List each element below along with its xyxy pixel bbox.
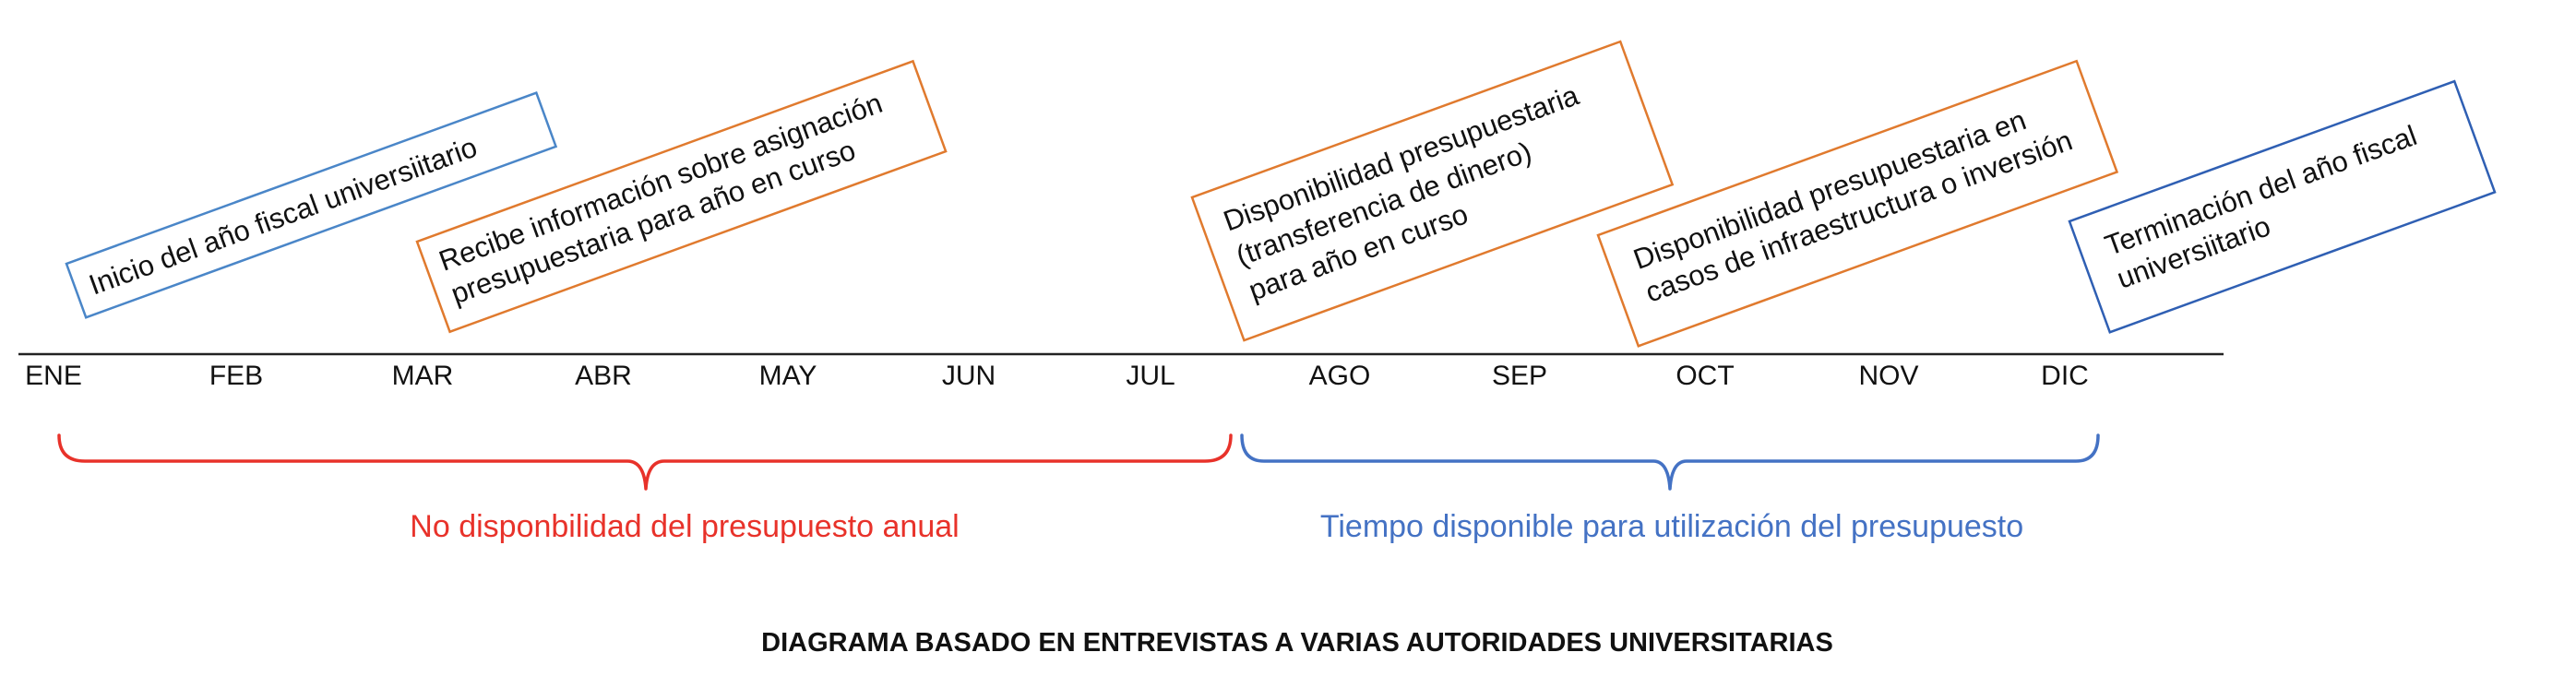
diagram-caption: DIAGRAMA BASADO EN ENTREVISTAS A VARIAS … xyxy=(761,628,1833,658)
month-label-jul: JUL xyxy=(1126,361,1175,391)
event-card-text: Disponibilidad presupuestaria (transfere… xyxy=(1219,77,1616,307)
month-labels: ENE FEB MAR ABR MAY JUN JUL AGO SEP OCT … xyxy=(25,361,2089,391)
event-card-border xyxy=(1596,59,2119,348)
event-card-recibe: Recibe información sobre asignación pres… xyxy=(415,59,948,334)
event-card-text: Recibe información sobre asignación pres… xyxy=(435,84,906,310)
event-card-text: Inicio del año fiscal universiitario xyxy=(85,131,482,302)
month-label-dic: DIC xyxy=(2041,361,2089,391)
month-label-nov: NOV xyxy=(1858,361,1918,391)
period-label-tiempo-disponible: Tiempo disponible para utilización del p… xyxy=(1320,509,2023,544)
month-label-abr: ABR xyxy=(575,361,632,391)
event-card-terminacion: Terminación del año fiscal universiitari… xyxy=(2068,79,2497,334)
period-label-no-disponibilidad: No disponbilidad del presupuesto anual xyxy=(410,509,959,544)
month-label-ago: AGO xyxy=(1309,361,1371,391)
month-label-mar: MAR xyxy=(392,361,454,391)
event-card-text: Terminación del año fiscal universiitari… xyxy=(2101,116,2440,295)
event-card-infraestructura: Disponibilidad presupuestaria en casos d… xyxy=(1596,59,2119,348)
month-label-jun: JUN xyxy=(942,361,996,391)
event-card-border xyxy=(2068,79,2497,334)
month-label-ene: ENE xyxy=(25,361,82,391)
month-label-sep: SEP xyxy=(1492,361,1547,391)
event-card-border xyxy=(1190,40,1675,342)
brace-tiempo-disponible xyxy=(1240,433,2100,491)
month-label-feb: FEB xyxy=(209,361,263,391)
month-label-may: MAY xyxy=(759,361,817,391)
event-card-border xyxy=(415,59,948,334)
event-card-disponibilidad: Disponibilidad presupuestaria (transfere… xyxy=(1190,40,1675,342)
brace-no-disponibilidad xyxy=(57,433,1233,491)
month-label-oct: OCT xyxy=(1676,361,1734,391)
event-card-border xyxy=(65,91,558,319)
